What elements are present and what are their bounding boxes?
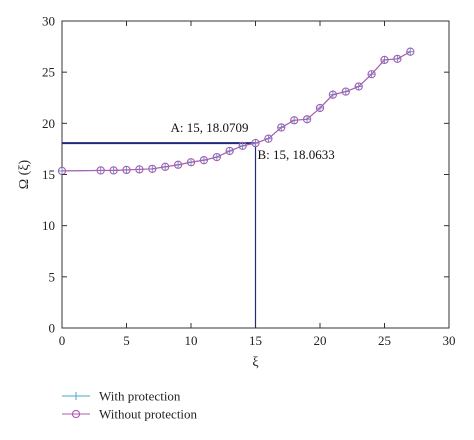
data-point-circle [264,134,273,143]
data-point-circle [238,141,247,150]
data-point-circle [290,116,299,125]
data-point-circle [406,47,415,56]
series-layer [57,47,415,176]
data-point-circle [212,152,221,162]
reference-lines [62,142,257,328]
x-tick-label: 15 [249,333,262,348]
data-point-circle [328,90,338,99]
y-tick-label: 20 [42,116,55,131]
data-point-circle [186,158,196,167]
annotation-point-a: A: 15, 18.0709 [171,120,249,135]
series-line-with-protection [61,51,411,172]
y-tick-label: 30 [42,14,55,29]
data-point-circle [341,87,350,96]
legend-item-with-protection: With protection [62,389,181,404]
y-axis-title: Ω (ξ) [17,159,32,189]
y-tick-label: 25 [42,65,55,80]
data-point-circle [315,103,325,113]
x-tick-label: 0 [59,333,66,348]
annotation-point-b: B: 15, 18.0633 [258,147,335,162]
data-point-circle [161,162,170,171]
y-tick-label: 15 [42,167,55,182]
data-point-circle [173,160,183,169]
circle-marker-icon [71,409,81,419]
legend-label: Without protection [99,407,198,422]
data-point-circle [199,156,209,165]
data-point-circle [122,165,131,175]
data-point-circle [380,55,389,65]
data-point-circle [251,138,260,148]
x-tick-label: 5 [123,333,130,348]
series-line-without-protection [61,51,411,172]
y-axis-ticks: 0 5 10 15 20 25 30 [42,14,449,336]
legend-label: With protection [99,389,181,404]
y-tick-label: 10 [42,218,55,233]
x-axis-ticks: 0 5 10 15 20 25 30 [59,21,456,348]
data-point-circle [302,115,312,124]
data-point-circle [148,164,157,174]
data-point-circle [225,146,234,156]
x-tick-label: 25 [378,333,391,348]
data-point-circle [135,165,144,174]
data-point-circle [277,123,286,132]
data-point-circle [96,166,105,175]
y-tick-label: 0 [49,321,56,336]
legend-item-without-protection: Without protection [62,407,198,422]
data-point-circle [367,70,376,79]
y-tick-label: 5 [49,269,56,284]
x-axis-title: ξ [252,355,258,370]
data-point-circle [393,54,402,64]
x-tick-label: 10 [185,333,198,348]
x-tick-label: 20 [314,333,327,348]
data-point-circle [109,166,118,175]
x-tick-label: 30 [443,333,456,348]
data-point-circle [354,82,363,91]
plus-marker-icon [72,392,80,400]
legend: With protection Without protection [62,389,198,422]
